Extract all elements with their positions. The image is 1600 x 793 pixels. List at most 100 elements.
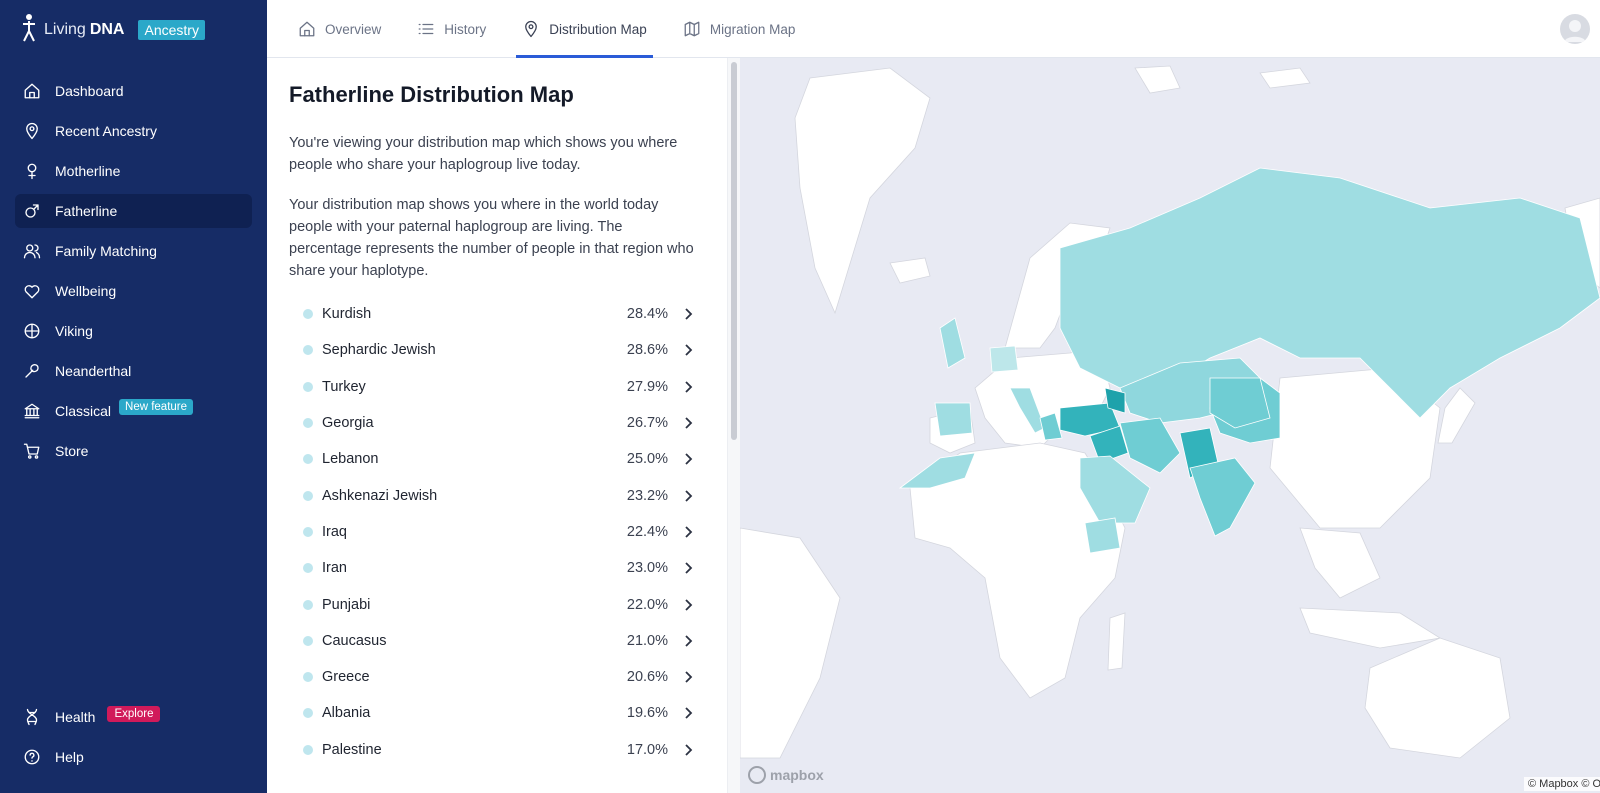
region-row[interactable]: Turkey 27.9% [289,369,694,405]
region-name: Caucasus [322,632,387,649]
sidebar-item-label: Fatherline [55,203,118,219]
sidebar-item-recent-ancestry[interactable]: Recent Ancestry [15,114,252,148]
region-name: Sephardic Jewish [322,342,436,359]
tab-history[interactable]: History [411,0,492,58]
region-name: Kurdish [322,306,372,323]
chevron-right-icon [685,453,693,465]
region-name: Greece [322,669,370,686]
chevron-right-icon [685,526,693,538]
tab-label: Overview [325,21,382,37]
sidebar-nav: Dashboard Recent Ancestry Motherline Fat… [15,74,252,474]
region-iraq [1089,425,1129,464]
user-avatar[interactable] [1560,14,1590,44]
chevron-right-icon [685,562,693,574]
intro-paragraph: You're viewing your distribution map whi… [289,135,678,173]
region-color-dot [303,708,313,719]
region-name: Georgia [322,415,374,432]
location-pin-icon [23,122,41,140]
region-north-africa [898,452,976,489]
sidebar-item-motherline[interactable]: Motherline [15,154,252,188]
tab-label: Distribution Map [549,21,647,37]
logo-text-dna: DNA [89,21,125,38]
heart-icon [23,282,41,300]
sidebar-item-label: Dashboard [55,83,124,99]
description-paragraph: Your distribution map shows you where in… [289,197,694,279]
tab-overview[interactable]: Overview [292,0,387,58]
chevron-right-icon [685,344,693,357]
tab-bar: Overview History Distribution Map Migrat… [292,0,825,58]
region-row[interactable]: Kurdish 28.4% [289,296,694,332]
land-svalbard [1134,65,1181,94]
region-italy [1009,387,1046,434]
region-percentage: 17.0% [626,741,668,758]
chevron-right-icon [685,671,693,683]
region-percentage: 26.7% [626,415,668,432]
sidebar-item-label: Recent Ancestry [55,123,157,139]
region-greece [1039,412,1063,441]
chevron-right-icon [685,489,693,502]
sidebar-item-dashboard[interactable]: Dashboard [15,74,252,108]
land-greenland [794,67,931,315]
region-name: Albania [322,705,371,722]
sidebar-item-fatherline[interactable]: Fatherline [15,194,252,228]
land-indonesia [1299,607,1442,649]
map-attribution[interactable]: © Mapbox © OpenStreetMap [1524,777,1600,791]
new-feature-badge: New feature [119,399,194,415]
map-icon [684,21,700,37]
dna-icon [23,708,41,726]
tab-migration-map[interactable]: Migration Map [677,0,802,58]
sidebar-item-store[interactable]: Store [15,434,252,468]
sidebar-item-label: Help [55,749,84,765]
region-row[interactable]: Iraq 22.4% [289,514,694,550]
sidebar-item-family-matching[interactable]: Family Matching [15,234,252,268]
land-africa [909,442,1126,699]
region-color-dot [303,454,313,465]
region-color-dot [303,744,313,755]
region-iberia [934,402,973,437]
region-uk [939,317,966,369]
region-percentage: 23.2% [626,487,668,504]
sidebar-item-viking[interactable]: Viking [15,314,252,348]
region-row[interactable]: Albania 19.6% [289,695,694,731]
tab-distribution-map[interactable]: Distribution Map [516,0,653,58]
region-iran [1119,417,1181,474]
living-dna-logo[interactable]: Living DNA Ancestry [20,13,205,46]
region-list: Kurdish 28.4% Sephardic Jewish 28.6% Turkey 2… [289,296,694,768]
region-name: Iraq [322,523,347,540]
club-icon [23,362,41,380]
sidebar-item-neanderthal[interactable]: Neanderthal [15,354,252,388]
mapbox-logo[interactable]: mapbox [748,766,824,784]
land-americas [740,527,841,759]
home-icon [299,21,315,37]
chevron-right-icon [685,707,693,720]
panel-scrollbar-thumb[interactable] [731,62,737,440]
explore-badge: Explore [107,706,161,722]
region-row[interactable]: Ashkenazi Jewish 23.2% [289,477,694,513]
region-row[interactable]: Georgia 26.7% [289,405,694,441]
region-row[interactable]: Punjabi 22.0% [289,586,694,622]
sidebar-item-help[interactable]: Help [15,740,252,774]
region-name: Ashkenazi Jewish [322,487,438,504]
region-row[interactable]: Palestine 17.0% [289,732,694,768]
list-icon [418,23,434,35]
region-row[interactable]: Lebanon 25.0% [289,441,694,477]
sidebar-item-health[interactable]: Health Explore [15,700,252,734]
region-color-dot [303,381,313,392]
mapbox-logo-text: mapbox [770,767,824,783]
region-row[interactable]: Sephardic Jewish 28.6% [289,332,694,368]
distribution-map[interactable] [740,58,1600,793]
region-row[interactable]: Greece 20.6% [289,659,694,695]
region-percentage: 27.9% [626,378,668,395]
viking-shield-icon [23,322,41,340]
region-row[interactable]: Caucasus 21.0% [289,623,694,659]
region-color-dot [303,345,313,356]
region-row[interactable]: Iran 23.0% [289,550,694,586]
sidebar-item-classical[interactable]: Classical New feature [15,394,252,428]
sidebar-item-wellbeing[interactable]: Wellbeing [15,274,252,308]
region-china-west [1209,377,1271,429]
people-icon [23,242,41,260]
chevron-right-icon [685,381,693,393]
chevron-right-icon [685,744,693,756]
chevron-right-icon [685,417,693,429]
